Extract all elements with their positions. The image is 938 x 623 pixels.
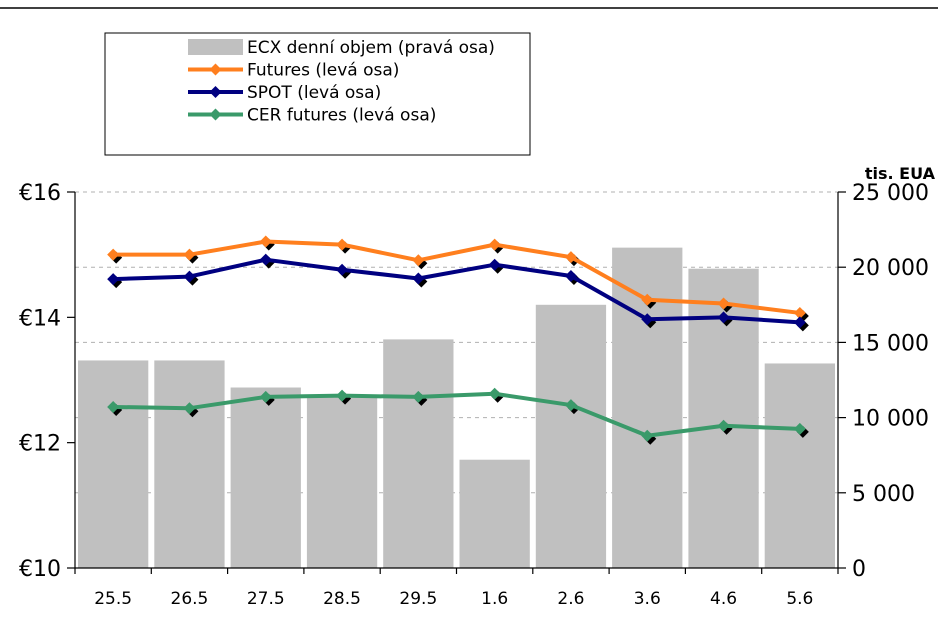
legend-swatch-marker — [209, 63, 222, 76]
series-marker — [259, 390, 272, 403]
legend-swatch-marker — [209, 86, 222, 98]
series-marker — [107, 400, 120, 413]
left-axis-tick-label: €14 — [19, 306, 61, 331]
series-marker — [259, 253, 272, 266]
series-marker — [641, 429, 654, 442]
series-line — [113, 391, 800, 438]
right-axis-tick-label: 5 000 — [852, 482, 915, 507]
left-axis-tick-label: €10 — [19, 557, 61, 582]
legend-label: Futures (levá osa) — [247, 61, 399, 81]
legend-label: ECX denní objem (pravá osa) — [247, 38, 495, 58]
volume-bar — [78, 360, 149, 568]
series-marker — [183, 270, 196, 283]
volume-bar — [230, 387, 301, 568]
series-marker — [717, 311, 730, 324]
legend-swatch-marker — [209, 108, 222, 121]
legend-swatch-bar — [188, 39, 243, 55]
series-marker — [793, 306, 806, 319]
x-axis-tick-label: 3.6 — [634, 589, 661, 609]
series-marker — [717, 419, 730, 432]
volume-bar — [459, 459, 530, 568]
series-marker — [564, 269, 577, 282]
series-marker — [488, 238, 501, 251]
right-axis-tick-label: 25 000 — [852, 181, 929, 206]
volume-bar — [764, 363, 835, 568]
series-marker — [488, 387, 501, 400]
right-axis-tick-label: 10 000 — [852, 407, 929, 432]
price-lines — [107, 235, 809, 445]
series-marker — [793, 316, 806, 329]
left-axis-tick-label: €16 — [19, 181, 61, 206]
axes: €10 €12 €14 €16 0 5 000 10 000 15 000 20 000 25 0… — [19, 181, 929, 609]
series-marker — [564, 399, 577, 412]
legend-items: ECX denní objem (pravá osa) Futures (levá… — [188, 38, 495, 126]
series-marker — [412, 272, 425, 285]
legend-label: CER futures (levá osa) — [247, 106, 436, 126]
x-axis-tick-label: 2.6 — [557, 589, 584, 609]
legend-box — [104, 32, 531, 156]
x-axis-tick-label: 26.5 — [171, 589, 209, 609]
legend: ECX denní objem (pravá osa) Futures (levá… — [104, 32, 531, 156]
series-marker — [336, 263, 349, 276]
series-marker — [412, 254, 425, 267]
series-marker — [717, 297, 730, 310]
volume-bar — [306, 395, 378, 568]
series-marker — [641, 313, 654, 326]
legend-label: SPOT (levá osa) — [247, 83, 381, 103]
right-axis-unit-label: tis. EUA — [865, 164, 936, 183]
series-marker — [183, 248, 196, 261]
right-axis-tick-label: 15 000 — [852, 331, 929, 356]
x-axis-tick-label: 5.6 — [786, 589, 813, 609]
series-line — [113, 257, 800, 325]
series-marker — [336, 389, 349, 402]
x-axis-tick-label: 27.5 — [247, 589, 285, 609]
right-axis-tick-label: 0 — [852, 557, 866, 582]
series-marker — [259, 235, 272, 248]
x-axis-tick-label: 29.5 — [399, 589, 437, 609]
series-marker — [107, 273, 120, 286]
series-marker — [564, 251, 577, 264]
x-axis-tick-label: 25.5 — [94, 589, 132, 609]
series-line — [113, 239, 801, 315]
right-axis-tick-label: 20 000 — [852, 256, 929, 281]
series-marker — [412, 390, 425, 403]
x-axis-tick-label: 28.5 — [323, 589, 361, 609]
series-marker — [793, 422, 806, 435]
series-marker — [183, 402, 196, 415]
x-axis-tick-label: 4.6 — [710, 589, 737, 609]
series-marker — [641, 293, 654, 306]
volume-bar — [383, 339, 454, 568]
volume-bar — [154, 360, 225, 568]
x-axis-tick-label: 1.6 — [481, 589, 508, 609]
series-marker — [488, 258, 501, 271]
series-marker — [107, 248, 120, 261]
left-axis-tick-label: €12 — [19, 432, 61, 457]
volume-bar — [535, 304, 607, 568]
series-marker — [336, 238, 349, 251]
